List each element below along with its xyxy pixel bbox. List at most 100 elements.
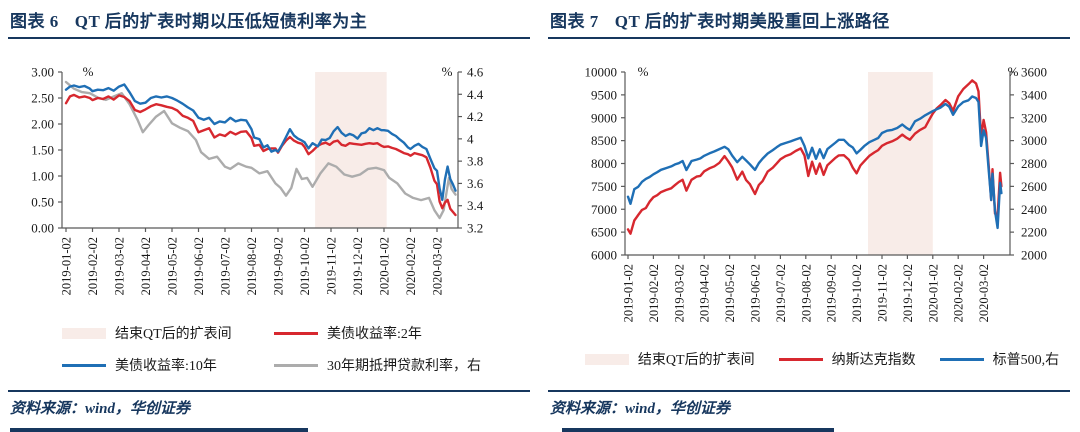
- right-axis-label: 4.4: [467, 87, 484, 102]
- x-axis-label: 2019-08-02: [799, 264, 813, 322]
- x-axis-label: 2020-01-02: [378, 237, 392, 295]
- right-axis-label: 4: [467, 131, 474, 146]
- left-axis-label: 8500: [591, 133, 617, 148]
- left-axis-unit: %: [83, 64, 94, 79]
- figure-6-title: 图表 6 QT 后的扩表时期以压低短债利率为主: [10, 7, 528, 32]
- right-axis-unit: %: [1008, 64, 1019, 79]
- x-axis-label: 2019-01-02: [622, 264, 636, 322]
- series-line-1: [626, 95, 1003, 230]
- series-line-2: [64, 80, 457, 220]
- legend-label: 美债收益率:10年: [115, 359, 217, 374]
- legend-line-swatch: [274, 331, 318, 335]
- x-axis-label: 2019-03-02: [672, 264, 686, 322]
- left-axis-label: 9000: [591, 110, 617, 125]
- right-axis-label: 3200: [1021, 110, 1047, 125]
- right-axis-label: 3600: [1021, 65, 1047, 80]
- legend-band-swatch: [584, 353, 629, 365]
- x-axis-label: 2019-04-02: [139, 237, 153, 295]
- right-axis-label: 3.6: [467, 176, 484, 191]
- figure-6-chart: 3.00 2.50 2.00 1.50 1.00 0.50 0.00% 4.6 4.4 4.2 4 3…: [31, 64, 484, 295]
- legend-item: 美债收益率:2年: [274, 323, 481, 343]
- source-divider: [548, 390, 1070, 392]
- figure-number: 图表 6: [10, 12, 59, 31]
- x-axis-label: 2019-09-02: [825, 264, 839, 322]
- right-axis-label: 3.4: [467, 198, 484, 213]
- left-axis-label: 1.50: [31, 143, 54, 158]
- x-axis-label: 2019-11-02: [325, 237, 339, 295]
- figure-6-panel: 图表 6 QT 后的扩表时期以压低短债利率为主 3.00 2.50 2.00 1.50 1…: [8, 7, 530, 432]
- figure-7-legend: 结束QT后的扩表间 纳斯达克指数 标普500,右: [580, 349, 1064, 369]
- x-axis-label: 2019-02-02: [86, 237, 100, 295]
- right-axis-label: 2600: [1021, 179, 1047, 194]
- left-axis-unit: %: [638, 64, 649, 79]
- x-axis-label: 2020-02-02: [404, 237, 418, 295]
- left-axis-label: 1.00: [31, 169, 54, 184]
- source-note: 资料来源：wind，华创证券: [550, 401, 731, 417]
- source-note: 资料来源：wind，华创证券: [10, 401, 191, 417]
- figure-7-title: 图表 7 QT 后的扩表时期美股重回上涨路径: [550, 7, 1068, 32]
- x-axis-label: 2019-07-02: [219, 237, 233, 295]
- x-axis-label: 2019-04-02: [698, 264, 712, 322]
- right-axis-unit: %: [442, 64, 453, 79]
- right-axis-label: 4.2: [467, 109, 483, 124]
- legend-item: 美债收益率:10年: [62, 355, 274, 375]
- series-line-0: [64, 93, 457, 217]
- x-axis-label: 2019-09-02: [272, 237, 286, 295]
- x-axis-label: 2019-11-02: [876, 264, 890, 322]
- right-axis-label: 2400: [1021, 202, 1047, 217]
- x-axis-label: 2019-05-02: [166, 237, 180, 295]
- left-axis-label: 8000: [591, 156, 617, 171]
- left-axis-label: 6000: [591, 248, 617, 263]
- right-axis-label: 2800: [1021, 156, 1047, 171]
- legend-label: 标普500,右: [992, 353, 1060, 368]
- legend-line-swatch: [939, 357, 984, 361]
- x-axis-label: 2020-01-02: [926, 264, 940, 322]
- title-underline: [8, 37, 530, 39]
- left-axis-label: 6500: [591, 225, 617, 240]
- right-axis-label: 3400: [1021, 87, 1047, 102]
- right-axis-label: 4.6: [467, 65, 484, 80]
- x-axis-label: 2019-10-02: [850, 264, 864, 322]
- legend-line-swatch: [778, 357, 823, 361]
- figure-number: 图表 7: [550, 12, 599, 31]
- right-axis-label: 3.8: [467, 154, 483, 169]
- figure-7-panel: 图表 7 QT 后的扩表时期美股重回上涨路径 10000 9500 9000 8500 8…: [540, 0, 1080, 432]
- left-axis-label: 7500: [591, 179, 617, 194]
- left-axis-label: 2.00: [31, 117, 54, 132]
- legend-item: 结束QT后的扩表间: [62, 323, 274, 343]
- series-line-1: [64, 83, 457, 202]
- left-axis-label: 3.00: [31, 65, 54, 80]
- legend-item: 标普500,右: [939, 349, 1060, 369]
- left-axis-label: 7000: [591, 202, 617, 217]
- series-line-0: [626, 79, 1003, 235]
- x-axis-label: 2019-06-02: [749, 264, 763, 322]
- legend-label: 纳斯达克指数: [831, 353, 916, 368]
- right-axis-label: 3000: [1021, 133, 1047, 148]
- x-axis-label: 2019-06-02: [192, 237, 206, 295]
- legend-line-swatch: [62, 363, 106, 367]
- title-underline: [548, 37, 1070, 39]
- figure-title-text: QT 后的扩表时期美股重回上涨路径: [614, 12, 890, 31]
- legend-band-swatch: [62, 327, 106, 339]
- legend-label: 结束QT后的扩表间: [115, 327, 232, 342]
- cutoff-navy-bar: [562, 428, 834, 432]
- x-axis-label: 2019-10-02: [298, 237, 312, 295]
- figure-6-legend: 结束QT后的扩表间 美债收益率:2年美债收益率:10年 30年期抵押贷款利率，右: [62, 323, 481, 375]
- legend-item: 30年期抵押贷款利率，右: [274, 355, 481, 375]
- right-axis-label: 2200: [1021, 225, 1047, 240]
- left-axis-label: 2.50: [31, 91, 54, 106]
- x-axis-label: 2020-03-02: [431, 237, 445, 295]
- shaded-expansion-band: [868, 72, 933, 255]
- left-axis-label: 9500: [591, 87, 617, 102]
- legend-label: 30年期抵押贷款利率，右: [327, 359, 481, 374]
- shaded-expansion-band: [315, 72, 387, 228]
- left-axis-label: 0.00: [31, 221, 54, 236]
- left-axis-label: 0.50: [31, 195, 54, 210]
- left-axis-label: 10000: [585, 65, 618, 80]
- figure-title-text: QT 后的扩表时期以压低短债利率为主: [74, 12, 368, 31]
- cutoff-navy-bar: [10, 428, 308, 432]
- legend-item: 纳斯达克指数: [778, 349, 916, 369]
- x-axis-label: 2019-08-02: [245, 237, 259, 295]
